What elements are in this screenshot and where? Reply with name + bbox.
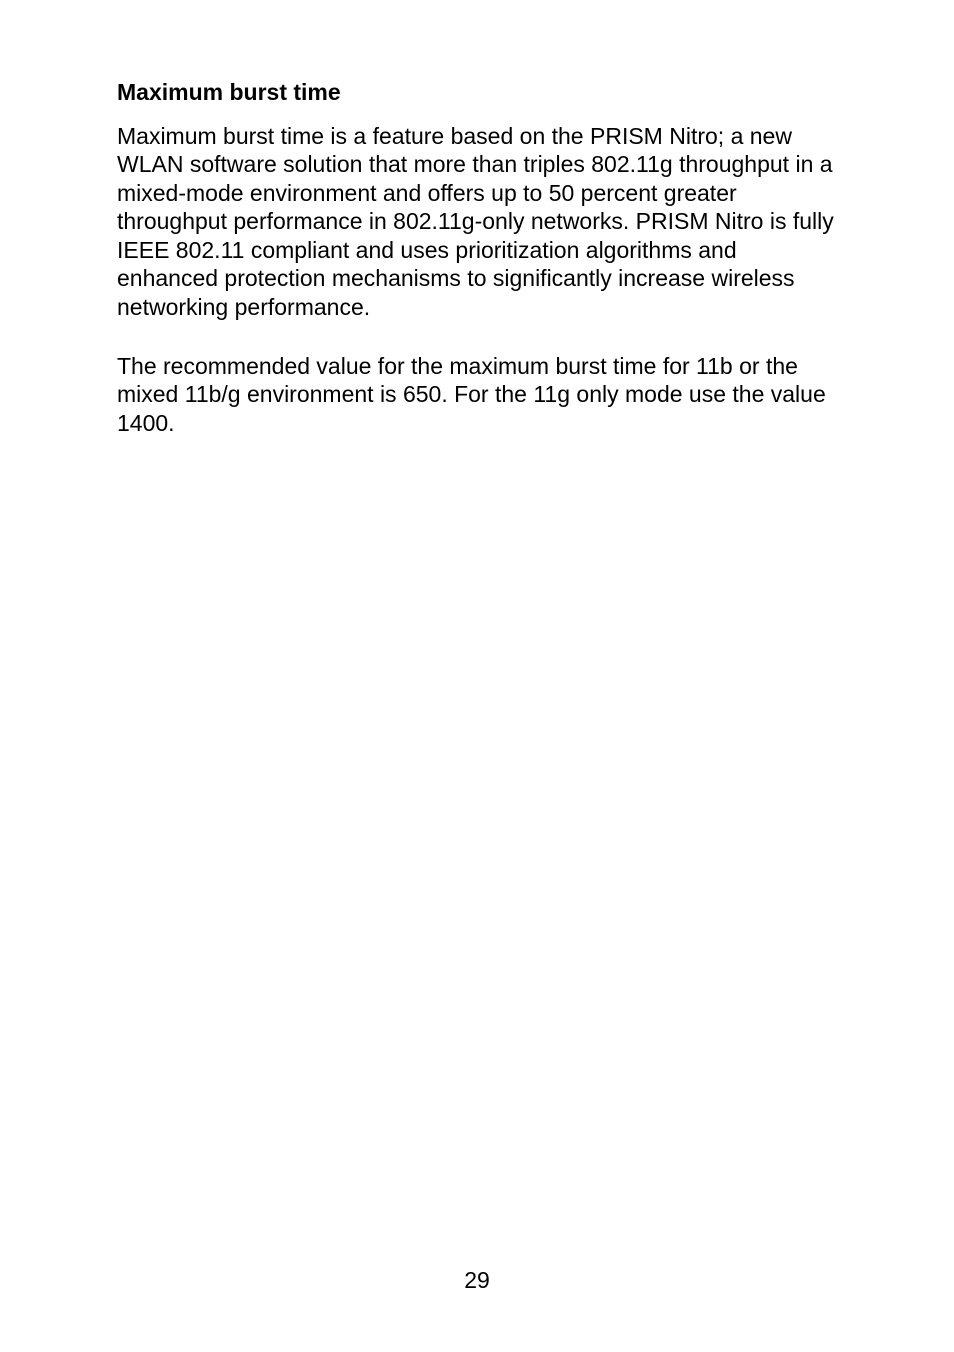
body-paragraph-2: The recommended value for the maximum bu… (117, 352, 837, 438)
page-number: 29 (0, 1267, 954, 1294)
section-heading: Maximum burst time (117, 78, 837, 108)
document-page: Maximum burst time Maximum burst time is… (0, 0, 954, 1352)
body-paragraph-1: Maximum burst time is a feature based on… (117, 122, 837, 322)
